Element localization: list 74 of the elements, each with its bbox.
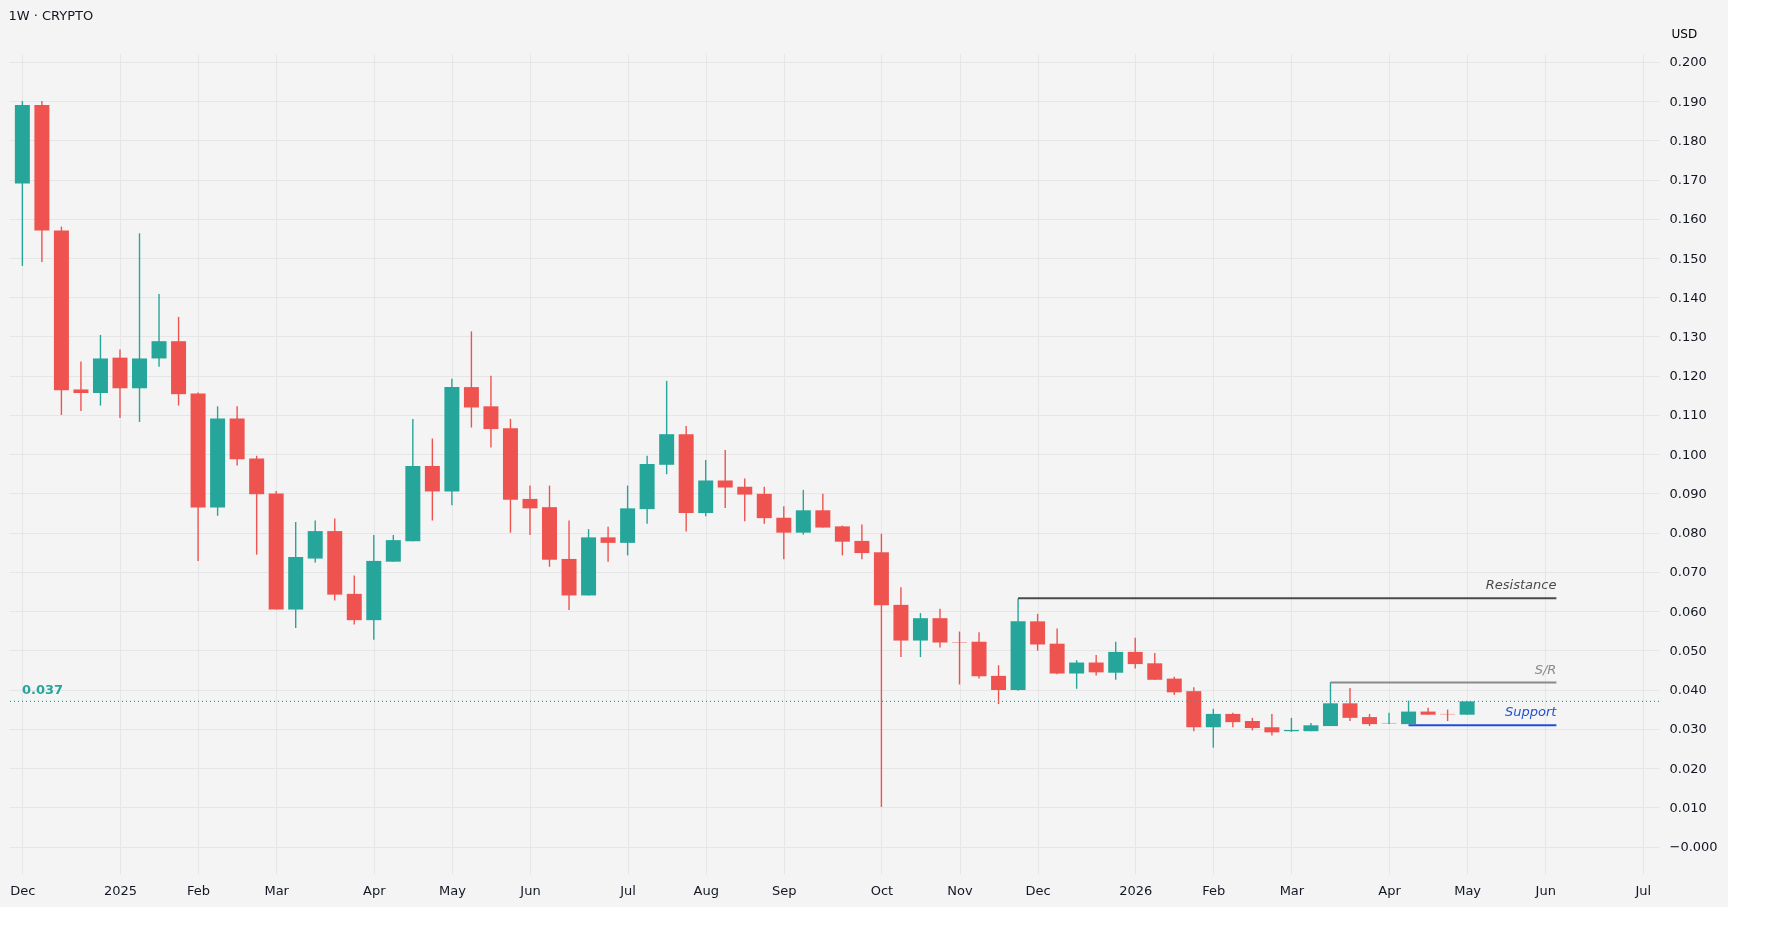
y-tick-label: 0.150 <box>1669 250 1707 266</box>
series-label: Support <box>1504 704 1558 720</box>
candlestick <box>1088 654 1104 677</box>
y-tick-label: 0.090 <box>1669 485 1707 501</box>
y-tick-label: 0.110 <box>1669 407 1707 423</box>
y-tick-label: 0.050 <box>1669 642 1707 658</box>
y-tick-label: 0.200 <box>1669 54 1707 70</box>
y-tick-label: 0.140 <box>1669 289 1707 305</box>
candlestick <box>1264 713 1280 737</box>
x-tick-label: Feb <box>1202 882 1226 898</box>
y-tick-label: −0.000 <box>1669 839 1718 855</box>
y-tick-label: 0.160 <box>1669 211 1707 227</box>
y-tick-label: 0.040 <box>1669 682 1707 698</box>
x-tick-label: Jul <box>619 882 636 898</box>
x-tick-label: Apr <box>363 882 387 898</box>
candlestick <box>952 630 968 686</box>
candlestick <box>1127 637 1143 670</box>
y-tick-label: 0.130 <box>1669 328 1707 344</box>
y-tick-label: 0.190 <box>1669 93 1707 109</box>
x-tick-label: Jun <box>519 882 541 898</box>
candlestick <box>1205 708 1221 749</box>
y-tick-label: 0.100 <box>1669 446 1707 462</box>
candlestick <box>1147 652 1163 681</box>
series-label: Resistance <box>1485 577 1557 593</box>
y-tick-label: 0.020 <box>1669 760 1707 776</box>
candlestick <box>854 523 870 561</box>
x-tick-label: Apr <box>1378 882 1402 898</box>
x-tick-label: Jun <box>1534 882 1556 898</box>
candlestick <box>385 534 401 563</box>
candlestick <box>73 360 89 412</box>
x-tick-label: May <box>1454 882 1482 898</box>
y-tick-label: 0.070 <box>1669 564 1707 580</box>
y-tick-label: 0.080 <box>1669 525 1707 541</box>
candlestick <box>1069 659 1085 690</box>
candlestick <box>912 612 928 658</box>
x-tick-label: Jul <box>1634 882 1652 898</box>
x-tick-label: May <box>438 882 467 898</box>
ref-line-label: 0.037 <box>22 682 64 698</box>
candlestick <box>737 477 753 522</box>
y-axis-title: USD <box>1671 26 1698 41</box>
y-tick-label: 0.120 <box>1669 368 1707 384</box>
candlestick <box>1166 675 1182 696</box>
candlestick <box>151 293 167 368</box>
candlestick <box>795 489 811 536</box>
candlestick <box>463 330 479 429</box>
series-label: S/R <box>1534 661 1557 677</box>
candlestick <box>483 375 499 449</box>
x-tick-label: Nov <box>947 882 973 898</box>
chart-title: 1W · CRYPTO <box>8 8 94 23</box>
y-tick-label: 0.180 <box>1669 132 1707 148</box>
y-tick-label: 0.170 <box>1669 172 1707 188</box>
candlestick <box>1342 687 1358 722</box>
candlestick <box>1030 613 1046 652</box>
candlestick <box>600 526 616 563</box>
x-tick-label: Mar <box>264 882 290 898</box>
x-tick-label: Feb <box>187 882 211 898</box>
x-tick-label: Mar <box>1279 882 1305 898</box>
y-tick-label: 0.010 <box>1669 799 1707 815</box>
y-tick-label: 0.030 <box>1669 721 1707 737</box>
candlestick <box>815 493 831 529</box>
x-tick-label: Oct <box>870 882 894 898</box>
x-tick-label: Dec <box>10 882 36 898</box>
x-tick-label: 2026 <box>1119 882 1153 898</box>
candlestick <box>834 524 850 557</box>
x-tick-label: 2025 <box>103 882 138 898</box>
x-tick-label: Aug <box>693 882 719 898</box>
x-tick-label: Dec <box>1025 882 1051 898</box>
y-tick-label: 0.060 <box>1669 603 1707 619</box>
candlestick <box>717 449 733 509</box>
candlestick <box>776 505 792 561</box>
x-tick-label: Sep <box>772 882 797 898</box>
candlestick <box>1108 641 1124 681</box>
candlestick <box>522 484 538 536</box>
candlestick <box>991 664 1007 705</box>
